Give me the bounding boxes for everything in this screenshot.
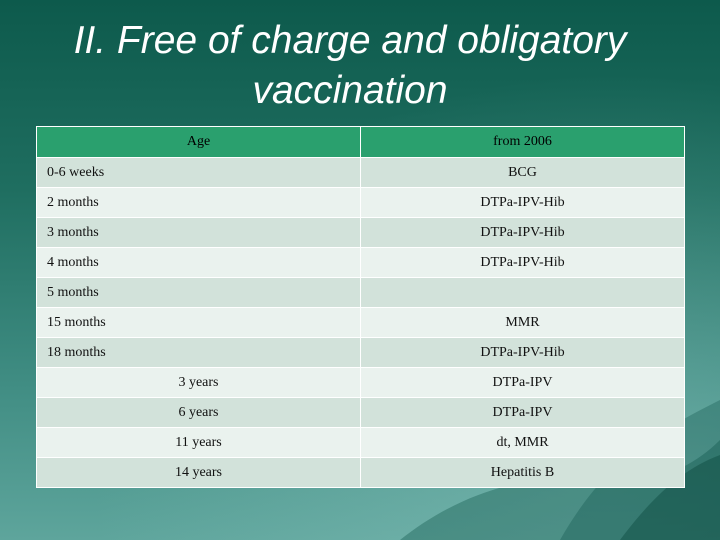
age-cell: 3 months bbox=[36, 217, 361, 248]
table-header-row: Age from 2006 bbox=[36, 126, 685, 158]
age-cell: 15 months bbox=[36, 307, 361, 338]
age-cell: 6 years bbox=[36, 397, 361, 428]
vaccine-cell: DTPa-IPV bbox=[360, 397, 685, 428]
age-cell: 5 months bbox=[36, 277, 361, 308]
age-cell: 2 months bbox=[36, 187, 361, 218]
vaccine-cell: DTPa-IPV-Hib bbox=[360, 217, 685, 248]
age-cell: 4 months bbox=[36, 247, 361, 278]
vaccine-cell: BCG bbox=[360, 157, 685, 188]
table-row: 14 years Hepatitis B bbox=[36, 457, 685, 488]
vaccine-cell: DTPa-IPV bbox=[360, 367, 685, 398]
age-cell: 18 months bbox=[36, 337, 361, 368]
table-row: 2 months DTPa-IPV-Hib bbox=[36, 187, 685, 218]
header-age: Age bbox=[36, 126, 361, 158]
table-row: 5 months bbox=[36, 277, 685, 308]
vaccine-cell: MMR bbox=[360, 307, 685, 338]
slide-title: II. Free of charge and obligatory vaccin… bbox=[20, 16, 680, 116]
vaccine-cell: DTPa-IPV-Hib bbox=[360, 187, 685, 218]
vaccine-cell: Hepatitis B bbox=[360, 457, 685, 488]
table-row: 3 months DTPa-IPV-Hib bbox=[36, 217, 685, 248]
table-row: 6 years DTPa-IPV bbox=[36, 397, 685, 428]
table-row: 3 years DTPa-IPV bbox=[36, 367, 685, 398]
vaccine-cell: dt, MMR bbox=[360, 427, 685, 458]
age-cell: 3 years bbox=[36, 367, 361, 398]
table-row: 11 years dt, MMR bbox=[36, 427, 685, 458]
header-from-2006: from 2006 bbox=[360, 126, 685, 158]
title-line-2: vaccination bbox=[252, 69, 448, 112]
table-row: 0-6 weeks BCG bbox=[36, 157, 685, 188]
age-cell: 0-6 weeks bbox=[36, 157, 361, 188]
vaccine-cell: DTPa-IPV-Hib bbox=[360, 337, 685, 368]
vaccine-cell: DTPa-IPV-Hib bbox=[360, 247, 685, 278]
table-row: 18 months DTPa-IPV-Hib bbox=[36, 337, 685, 368]
age-cell: 11 years bbox=[36, 427, 361, 458]
title-line-1: II. Free of charge and obligatory bbox=[73, 19, 627, 62]
age-cell: 14 years bbox=[36, 457, 361, 488]
table-row: 15 months MMR bbox=[36, 307, 685, 338]
vaccine-cell bbox=[360, 277, 685, 308]
vaccination-table: Age from 2006 0-6 weeks BCG 2 months DTP… bbox=[36, 126, 685, 488]
table-row: 4 months DTPa-IPV-Hib bbox=[36, 247, 685, 278]
